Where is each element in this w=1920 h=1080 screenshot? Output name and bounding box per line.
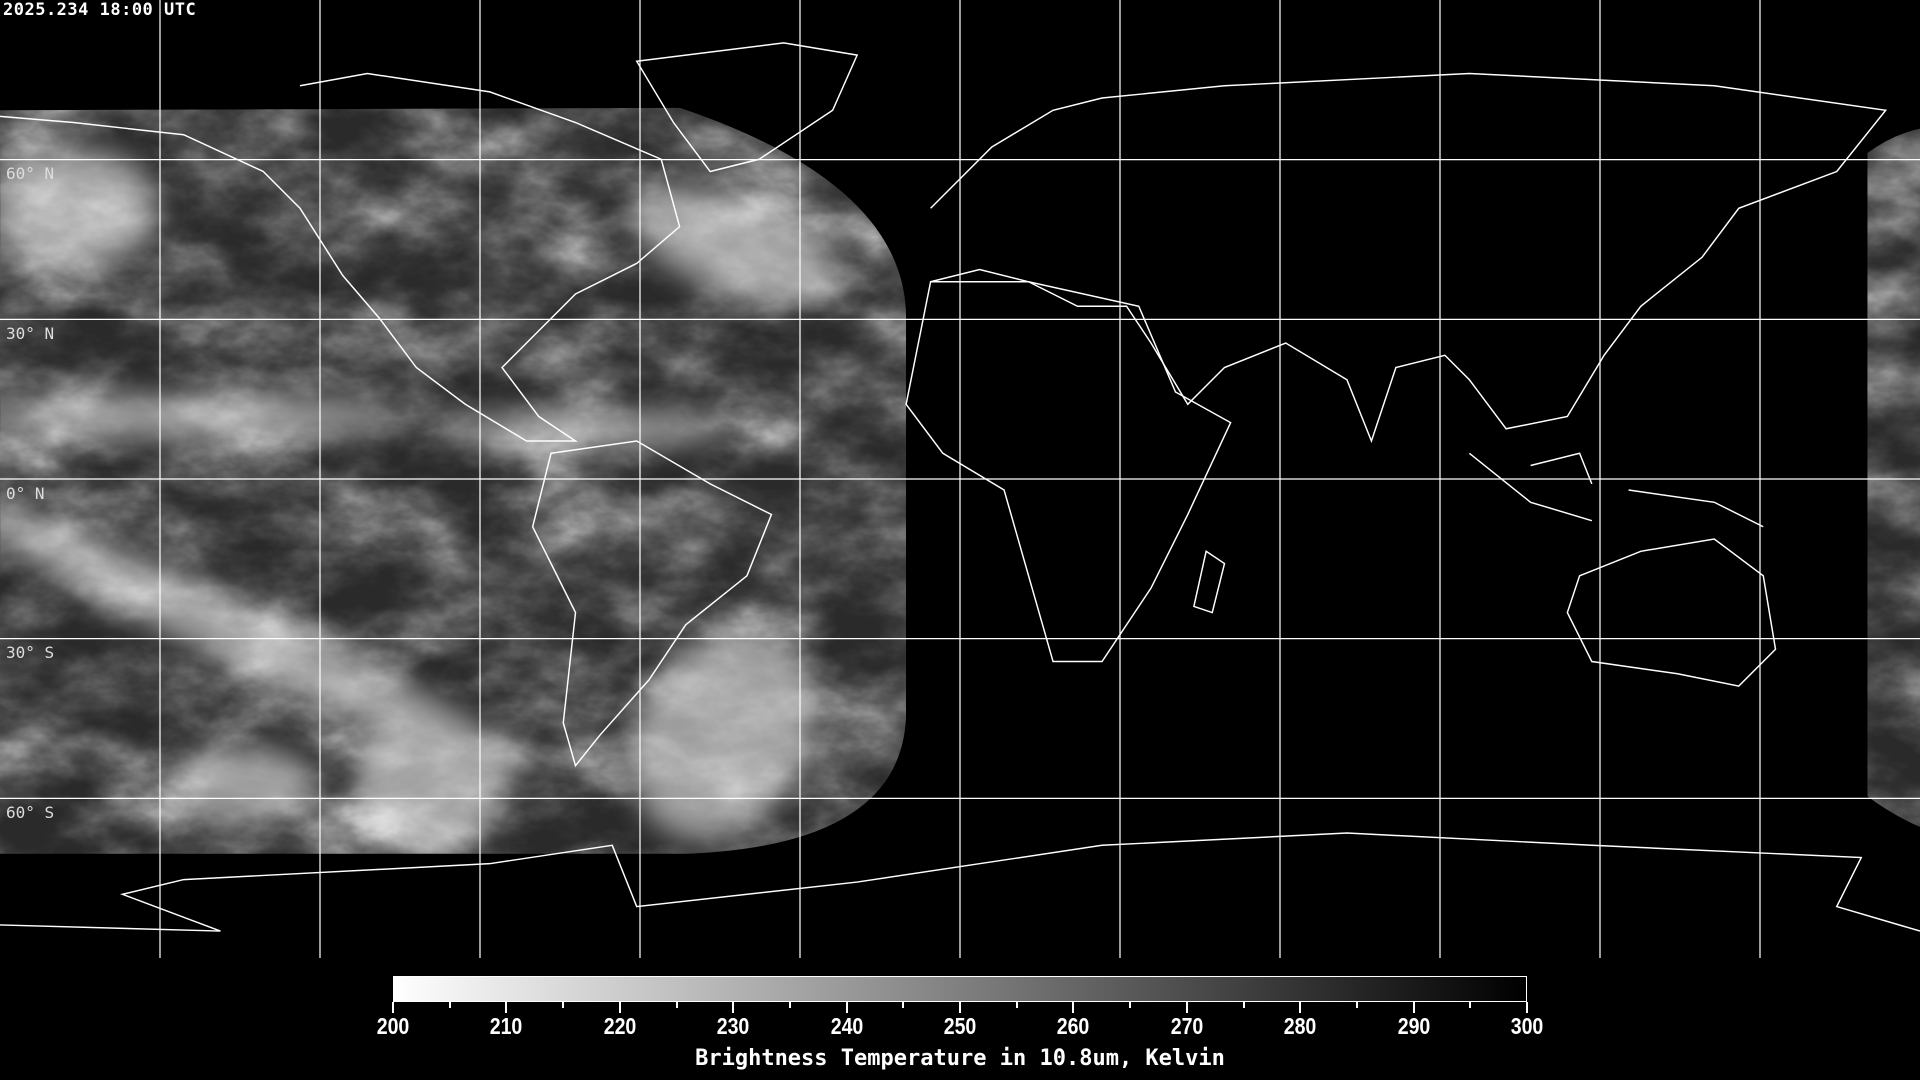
colorbar-tick [1412,1002,1415,1013]
colorbar-tick [618,1002,621,1013]
colorbar-tick [1129,1002,1132,1008]
coast-north-america [0,72,681,442]
colorbar-tick [1015,1002,1018,1008]
lat-lon-grid [0,0,1920,958]
colorbar [393,976,1527,1002]
coastlines [0,42,1920,932]
colorbar-tick-label: 220 [603,1013,637,1039]
colorbar-tick-label: 300 [1510,1013,1544,1039]
colorbar-tick [788,1002,791,1008]
colorbar-tick [505,1002,508,1013]
colorbar-tick-label: 200 [376,1013,410,1039]
colorbar-tick [902,1002,905,1008]
lat-label-30n: 30° N [6,324,55,343]
coast-eurasia [930,72,1888,444]
colorbar-tick [1469,1002,1472,1008]
colorbar-title: Brightness Temperature in 10.8um, Kelvin [695,1046,1225,1071]
colorbar-tick-label: 240 [830,1013,863,1039]
colorbar-tick [1185,1002,1188,1013]
lat-label-60s: 60° S [6,803,55,822]
colorbar-tick [1355,1002,1358,1008]
coast-madagascar [1193,550,1226,614]
colorbar-tick [1299,1002,1302,1013]
lat-label-60n: 60° N [6,164,55,183]
colorbar-tick [448,1002,451,1008]
colorbar-tick-label: 270 [1170,1013,1204,1039]
coast-australia [1566,538,1777,687]
colorbar-tick [1526,1002,1528,1013]
timestamp-title: 2025.234 18:00 UTC [3,0,197,20]
colorbar-tick-label: 210 [490,1013,523,1039]
colorbar-tick [959,1002,961,1013]
colorbar-tick [1072,1002,1075,1013]
colorbar-tick [562,1002,565,1008]
colorbar-tick [732,1002,735,1013]
lat-label-0n: 0° N [6,484,45,503]
colorbar-tick [845,1002,848,1013]
coast-africa [905,281,1232,663]
colorbar-tick-label: 280 [1283,1013,1317,1039]
colorbar-tick [392,1002,394,1013]
colorbar-tick-label: 290 [1397,1013,1430,1039]
colorbar-tick-label: 230 [716,1013,750,1039]
colorbar-tick [675,1002,678,1008]
coast-greenland [635,42,859,173]
colorbar-tick-label: 250 [943,1013,977,1039]
coast-antarctica [0,832,1920,932]
colorbar-tick [1242,1002,1245,1008]
colorbar-tick-label: 260 [1057,1013,1090,1039]
satellite-imagery [0,107,1920,854]
coast-south-america [531,440,773,768]
coast-indonesia [1468,452,1764,528]
lat-label-30s: 30° S [6,643,55,662]
satellite-map [0,0,1920,958]
